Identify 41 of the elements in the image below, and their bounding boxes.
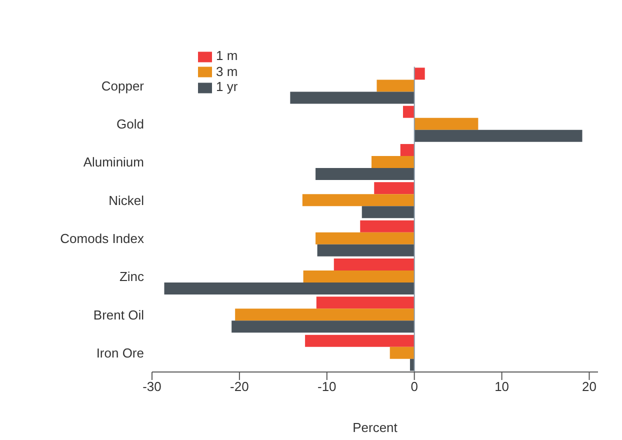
bar [334,258,414,271]
y-tick-label: Brent Oil [93,307,144,322]
bar [290,92,414,104]
y-tick-label: Comods Index [60,231,144,246]
bar [316,168,414,180]
bar [235,308,414,321]
legend-label: 1 yr [216,79,238,94]
x-tick-label: -10 [318,379,336,394]
bar [362,206,414,218]
y-tick-label: Nickel [108,192,144,208]
x-tick-label: 20 [582,379,596,394]
x-tick-label: -20 [230,379,249,394]
bar [414,118,478,130]
bar [390,346,414,359]
legend-label: 1 m [216,48,238,63]
bar [372,156,414,168]
bar [414,130,582,142]
bar [360,220,414,232]
y-tick-label: Copper [101,78,145,94]
legend-label: 3 m [216,64,238,79]
bar [374,182,414,194]
bar [400,144,414,156]
y-tick-label: Iron Ore [96,346,144,361]
bar [305,334,414,347]
y-tick-label: Zinc [119,269,144,284]
y-tick-label: Gold [116,116,144,132]
bar [164,282,414,295]
bar [402,106,414,118]
bar [317,244,414,256]
bar [316,232,414,244]
y-tick-label: Aluminium [83,154,144,170]
x-tick-label: -30 [142,379,162,394]
x-axis-title: Percent [352,420,398,435]
bar [302,194,414,206]
bar [303,270,414,283]
x-tick-label: 0 [410,379,418,394]
bar [316,296,414,309]
bar [414,68,425,80]
bar [376,80,414,92]
x-tick-label: 10 [494,379,510,394]
bar [232,320,414,333]
